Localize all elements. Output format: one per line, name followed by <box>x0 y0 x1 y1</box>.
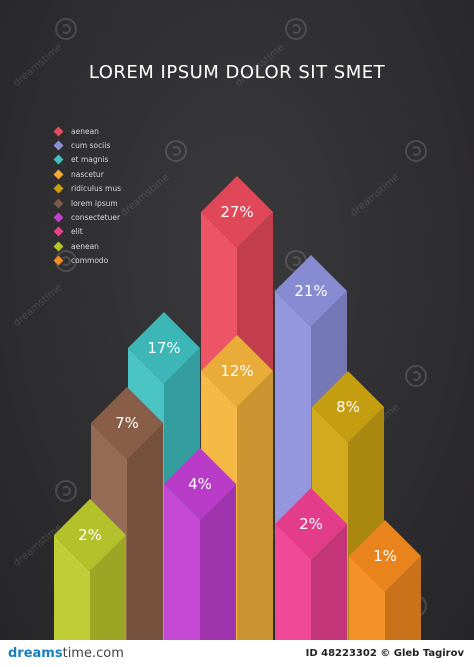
legend-item: consectetuer <box>53 210 121 224</box>
bar-4: 4% <box>164 448 236 640</box>
legend-label: cum sociis <box>71 141 111 151</box>
legend-label: commodo <box>71 256 109 266</box>
bar-value-label: 21% <box>294 282 327 300</box>
watermark-spiral-icon <box>55 18 77 40</box>
legend-label: aenean <box>71 126 99 136</box>
legend-item: lorem ipsum <box>53 196 121 210</box>
legend-item: nascetur <box>53 167 121 181</box>
bar-8: 2% <box>275 488 347 640</box>
bar-1: 2% <box>54 499 126 640</box>
bar-top-face <box>164 448 236 520</box>
footer-bar: dreamstime.com ID 48223302 © Gleb Tagiro… <box>0 640 474 667</box>
legend-swatch <box>53 198 64 209</box>
bar-top-face <box>201 176 273 248</box>
bar-value-label: 12% <box>220 362 253 380</box>
legend-label: nascetur <box>71 169 104 179</box>
bar-right-face <box>385 556 421 640</box>
watermark-spiral-icon <box>55 480 77 502</box>
legend-item: et magnis <box>53 153 121 167</box>
dreamstime-logo[interactable]: dreamstime.com <box>8 646 124 661</box>
bar-right-face <box>200 484 236 640</box>
bar-right-face <box>90 535 126 640</box>
logo-rest: time.com <box>62 646 124 661</box>
bar-right-face <box>127 423 163 640</box>
legend-swatch <box>53 155 64 165</box>
bar-value-label: 27% <box>220 203 253 221</box>
bar-value-label: 1% <box>373 547 397 565</box>
legend-item: commodo <box>53 254 121 268</box>
legend-item: aenean <box>53 239 121 253</box>
bar-10: 1% <box>349 520 421 640</box>
watermark-spiral-icon <box>285 18 307 40</box>
watermark-spiral-icon <box>165 140 187 162</box>
bar-value-label: 7% <box>115 414 139 432</box>
bar-left-face <box>349 556 385 640</box>
bar-top-face <box>128 312 200 384</box>
bar-value-label: 2% <box>299 515 323 533</box>
legend-swatch <box>53 140 64 151</box>
bar-left-face <box>275 524 311 640</box>
legend-item: cum sociis <box>53 138 121 152</box>
bar-left-face <box>164 484 200 640</box>
chart-title: LOREM IPSUM DOLOR SIT SMET <box>88 62 386 83</box>
legend-label: elit <box>71 227 83 237</box>
bar-value-label: 2% <box>78 526 102 544</box>
legend-item: elit <box>53 225 121 239</box>
legend-label: ridiculus mus <box>71 184 121 194</box>
bar-right-face <box>311 524 347 640</box>
legend: aenean cum sociis et magnis nascetur ridicul… <box>53 124 121 268</box>
bar-value-label: 8% <box>336 398 360 416</box>
legend-swatch <box>53 226 64 237</box>
legend-swatch <box>53 255 64 266</box>
legend-swatch <box>53 212 64 223</box>
bar-top-face <box>91 387 163 459</box>
logo-main: dreams <box>8 646 63 661</box>
bar-top-face <box>275 255 347 327</box>
bar-top-face <box>201 335 273 407</box>
legend-swatch <box>53 241 64 252</box>
legend-item: aenean <box>53 124 121 138</box>
bar-left-face <box>54 535 90 640</box>
bar-top-face <box>54 499 126 571</box>
bar-top-face <box>349 520 421 592</box>
bar-value-label: 4% <box>188 475 212 493</box>
legend-label: lorem ipsum <box>71 198 118 208</box>
bar-top-face <box>312 371 384 443</box>
bar-value-label: 17% <box>147 339 180 357</box>
legend-label: consectetuer <box>71 213 121 223</box>
legend-item: ridiculus mus <box>53 182 121 196</box>
legend-label: aenean <box>71 241 99 251</box>
bar-top-face <box>275 488 347 560</box>
legend-label: et magnis <box>71 155 109 165</box>
legend-swatch <box>53 126 64 137</box>
bar-right-face <box>237 371 273 640</box>
watermark-spiral-icon <box>405 140 427 162</box>
watermark-spiral-icon <box>405 365 427 387</box>
image-id-credit: ID 48223302 © Gleb Tagirov <box>305 648 464 659</box>
legend-swatch <box>53 169 64 180</box>
legend-swatch <box>53 183 64 194</box>
chart-canvas: 27% 21% 17% 8% 7% 12% 2% 4% 2% 1% <box>54 176 421 640</box>
